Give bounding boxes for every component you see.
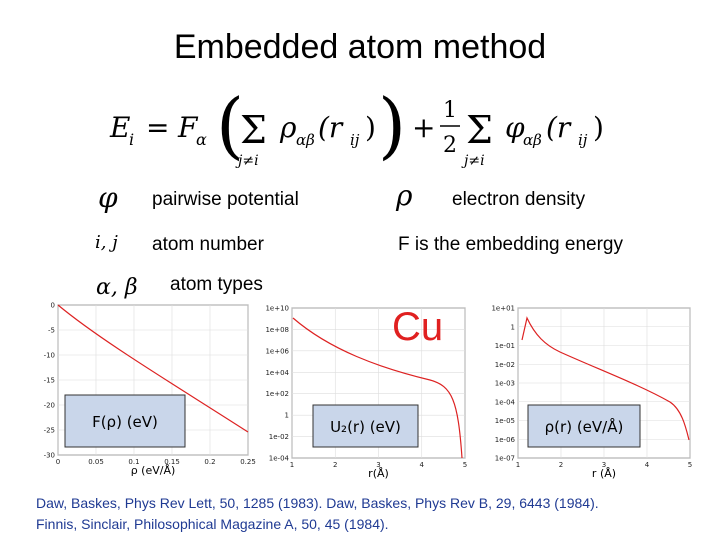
eq-token: ( [216, 83, 244, 167]
y-tick-label: 1e-07 [495, 455, 515, 463]
x-axis-label: r (Å) [592, 467, 616, 480]
y-tick-label: 1 [511, 323, 515, 331]
y-tick-label: -5 [48, 327, 55, 335]
inset-box [312, 404, 419, 448]
x-tick-label: 0.25 [240, 458, 256, 466]
eq-token: = [146, 111, 169, 144]
eq-token: Σ [240, 108, 267, 152]
y-tick-label: 1e+08 [265, 326, 289, 334]
element-label: Cu [392, 305, 443, 349]
y-tick-label: 1e+10 [265, 305, 289, 313]
x-tick-label: 0.1 [128, 458, 139, 466]
eq-token: φ [505, 111, 525, 144]
eq-token: αβ [523, 131, 542, 149]
eq-token: E [109, 111, 130, 144]
y-tick-label: 1e-06 [495, 436, 516, 444]
y-tick-label: 1e-04 [269, 455, 290, 463]
x-axis-label: ρ (eV/Å) [131, 464, 176, 477]
eq-token: i [129, 130, 134, 149]
y-tick-label: 0 [51, 302, 55, 310]
eq-token: ) [365, 111, 376, 144]
eq-token: α [196, 130, 207, 149]
curve [57, 304, 249, 433]
eq-token: ρ [279, 111, 297, 144]
eq-token: (r [318, 111, 344, 144]
eq-token: ij [350, 131, 360, 149]
y-tick-label: 1e-02 [269, 433, 289, 441]
eq-token: αβ [296, 131, 315, 149]
symbol: i, j [95, 232, 118, 253]
reference: Finnis, Sinclair, Philosophical Magazine… [36, 516, 389, 532]
y-tick-label: -30 [44, 452, 55, 460]
symbol: ρ [395, 179, 413, 212]
y-tick-label: 1e-05 [495, 417, 515, 425]
plots: 0-5-10-15-20-25-300 0.05 0.1 0.15 0.2 0.25ρ (… [44, 302, 693, 481]
x-tick-label: 0.2 [204, 458, 215, 466]
y-tick-label: 1e-04 [495, 398, 516, 406]
y-tick-label: 1e+06 [265, 347, 289, 355]
inset-label: ρ(r) (eV/Å) [545, 417, 624, 436]
y-tick-label: -20 [44, 402, 55, 410]
x-axis-label: r(Å) [368, 467, 389, 480]
inset-box [527, 404, 641, 448]
eq-token: j≠i [461, 153, 485, 169]
equation: E i = F α ( Σ j≠i ρ αβ (r ij ) ) + 1 2 Σ… [109, 83, 604, 169]
x-tick-label: 1 [516, 461, 520, 469]
legend-text: pairwise potential [152, 189, 299, 210]
x-tick-label: 2 [559, 461, 563, 469]
y-tick-label: 1e+02 [265, 390, 289, 398]
legend-text: atom types [170, 274, 263, 295]
x-tick-label: 5 [463, 461, 467, 469]
title: Embedded atom method [174, 28, 546, 66]
symbol: α, β [96, 275, 138, 300]
y-tick-label: 1e-02 [495, 361, 515, 369]
inset-label: F(ρ) (eV) [92, 413, 158, 431]
x-tick-label: 0.05 [88, 458, 104, 466]
eq-token: ) [593, 111, 604, 144]
x-tick-label: 4 [420, 461, 425, 469]
eq-token: ij [578, 131, 588, 149]
reference: Daw, Baskes, Phys Rev Lett, 50, 1285 (19… [36, 495, 599, 511]
eq-token: j≠i [235, 153, 259, 169]
eq-token: 2 [443, 133, 457, 158]
y-tick-label: 1 [285, 412, 289, 420]
y-tick-label: 1e-01 [495, 342, 515, 350]
x-tick-label: 1 [290, 461, 294, 469]
x-tick-label: 3 [376, 461, 380, 469]
y-tick-label: -10 [44, 352, 55, 360]
y-tick-label: 1e-03 [495, 380, 515, 388]
y-tick-label: -25 [44, 427, 55, 435]
y-tick-label: 1e+01 [491, 305, 515, 313]
eq-token: + [412, 111, 435, 144]
inset-label: U₂(r) (eV) [330, 418, 401, 436]
eq-token: ) [378, 83, 406, 167]
eq-token: (r [546, 111, 572, 144]
eq-token: F [177, 111, 199, 144]
x-tick-label: 0 [56, 458, 60, 466]
x-tick-label: 2 [333, 461, 337, 469]
legend-text: electron density [452, 189, 586, 210]
y-tick-label: -15 [44, 377, 55, 385]
legend-text: F is the embedding energy [398, 234, 623, 255]
curve [521, 316, 690, 441]
x-tick-label: 5 [688, 461, 692, 469]
eq-token: Σ [466, 108, 493, 152]
legend-text: atom number [152, 234, 265, 255]
x-tick-label: 4 [645, 461, 650, 469]
curve [292, 317, 463, 459]
eq-token: 1 [443, 98, 457, 123]
y-tick-label: 1e+04 [265, 369, 289, 377]
inset-box [64, 394, 186, 448]
x-tick-label: 0.15 [164, 458, 180, 466]
symbol: φ [98, 181, 118, 214]
x-tick-label: 3 [602, 461, 606, 469]
